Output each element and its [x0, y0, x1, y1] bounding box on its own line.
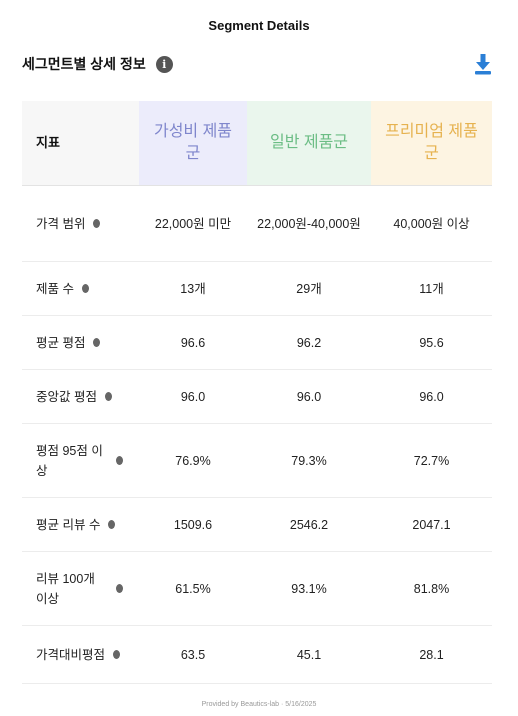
table-row: 평균 리뷰 수 1509.6 2546.2 2047.1: [22, 497, 492, 552]
value-cell: 96.0: [371, 369, 492, 424]
metric-column-header: 지표: [22, 101, 139, 186]
metric-label: 평균 평점: [36, 335, 86, 350]
table-header-row: 지표 가성비 제품군 일반 제품군 프리미엄 제품군: [22, 101, 492, 186]
download-icon[interactable]: [472, 52, 494, 76]
metric-info-icon[interactable]: [93, 338, 101, 347]
download-arrow-icon: [475, 54, 491, 75]
section-title: 세그먼트별 상세 정보: [22, 56, 146, 72]
value-cell: 79.3%: [247, 423, 371, 498]
metric-cell: 평균 리뷰 수: [22, 497, 139, 552]
value-cell: 95.6: [371, 315, 492, 370]
metric-label: 리뷰 100개 이상: [36, 571, 95, 606]
metric-label-wrap: 평점 95점 이상: [36, 441, 133, 481]
metric-label: 가격대비평점: [36, 647, 106, 662]
metric-cell: 평균 평점: [22, 315, 139, 370]
value-cell: 28.1: [371, 625, 492, 684]
value-cell: 96.6: [139, 315, 247, 370]
metric-info-icon[interactable]: [93, 219, 101, 228]
footer-credit: Provided by Beautics-lab · 5/16/2025: [201, 701, 317, 708]
metric-info-icon[interactable]: [116, 584, 123, 593]
metric-info-icon[interactable]: [104, 392, 112, 401]
metric-label: 평점 95점 이상: [36, 443, 103, 478]
metric-label-wrap: 평균 평점: [36, 333, 133, 353]
metric-cell: 중앙값 평점: [22, 369, 139, 424]
value-cell: 45.1: [247, 625, 371, 684]
metric-label: 평균 리뷰 수: [36, 517, 101, 532]
segment-header-premium: 프리미엄 제품군: [371, 101, 492, 186]
table-row: 가격 범위 22,000원 미만 22,000원-40,000원 40,000원 이상: [22, 185, 492, 262]
value-cell: 81.8%: [371, 551, 492, 626]
table-row: 평점 95점 이상 76.9% 79.3% 72.7%: [22, 423, 492, 498]
info-icon[interactable]: i: [155, 55, 173, 73]
value-cell: 76.9%: [139, 423, 247, 498]
table-row: 가격대비평점 63.5 45.1 28.1: [22, 625, 492, 684]
metric-cell: 가격대비평점: [22, 625, 139, 684]
metric-info-icon[interactable]: [116, 456, 123, 465]
value-cell: 96.0: [247, 369, 371, 424]
segment-table: 지표 가성비 제품군 일반 제품군 프리미엄 제품군 가격 범위 22,000원 …: [22, 101, 492, 684]
metric-label-wrap: 가격 범위: [36, 214, 133, 234]
value-cell: 96.0: [139, 369, 247, 424]
section-header: 세그먼트별 상세 정보 i: [22, 52, 496, 76]
metric-info-icon[interactable]: [113, 650, 121, 659]
metric-cell: 평점 95점 이상: [22, 423, 139, 498]
table-row: 제품 수 13개 29개 11개: [22, 261, 492, 316]
value-cell: 61.5%: [139, 551, 247, 626]
value-cell: 2546.2: [247, 497, 371, 552]
metric-info-icon[interactable]: [108, 520, 116, 529]
metric-info-icon[interactable]: [81, 284, 89, 293]
value-cell: 22,000원 미만: [139, 185, 247, 262]
value-cell: 22,000원-40,000원: [247, 185, 371, 262]
app-title: Segment Details: [208, 18, 310, 33]
value-cell: 2047.1: [371, 497, 492, 552]
value-cell: 93.1%: [247, 551, 371, 626]
metric-label-wrap: 평균 리뷰 수: [36, 515, 133, 535]
metric-label-wrap: 중앙값 평점: [36, 387, 133, 407]
value-cell: 72.7%: [371, 423, 492, 498]
metric-label: 제품 수: [36, 281, 74, 296]
metric-label: 가격 범위: [36, 216, 86, 231]
metric-label-wrap: 제품 수: [36, 279, 133, 299]
metric-label-wrap: 리뷰 100개 이상: [36, 569, 133, 609]
value-cell: 29개: [247, 261, 371, 316]
table-row: 평균 평점 96.6 96.2 95.6: [22, 315, 492, 370]
table-row: 중앙값 평점 96.0 96.0 96.0: [22, 369, 492, 424]
value-cell: 40,000원 이상: [371, 185, 492, 262]
segment-header-budget: 가성비 제품군: [139, 101, 247, 186]
metric-cell: 가격 범위: [22, 185, 139, 262]
segment-header-standard: 일반 제품군: [247, 101, 371, 186]
table-row: 리뷰 100개 이상 61.5% 93.1% 81.8%: [22, 551, 492, 626]
value-cell: 96.2: [247, 315, 371, 370]
metric-cell: 제품 수: [22, 261, 139, 316]
value-cell: 13개: [139, 261, 247, 316]
value-cell: 11개: [371, 261, 492, 316]
metric-label: 중앙값 평점: [36, 389, 97, 404]
value-cell: 1509.6: [139, 497, 247, 552]
metric-label-wrap: 가격대비평점: [36, 645, 133, 665]
value-cell: 63.5: [139, 625, 247, 684]
metric-cell: 리뷰 100개 이상: [22, 551, 139, 626]
